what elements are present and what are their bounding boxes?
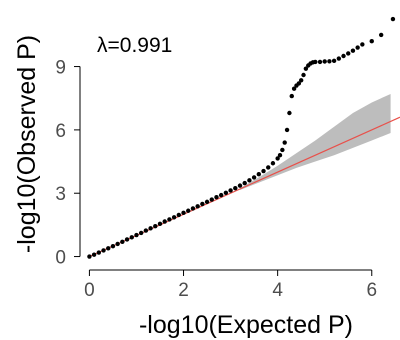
data-point xyxy=(313,59,318,65)
data-point xyxy=(148,226,153,231)
data-point xyxy=(390,16,396,22)
data-point xyxy=(282,140,287,145)
data-point xyxy=(162,219,167,224)
data-point xyxy=(176,212,182,218)
x-tick-label: 4 xyxy=(272,280,283,301)
data-point xyxy=(331,58,337,64)
x-tick-label: 2 xyxy=(178,280,189,301)
lambda-annotation: λ=0.991 xyxy=(97,34,172,57)
data-point xyxy=(303,66,309,71)
data-point xyxy=(296,81,302,86)
data-point xyxy=(115,241,120,247)
data-point xyxy=(317,59,323,65)
data-point xyxy=(280,147,285,153)
data-point xyxy=(96,250,102,255)
data-point xyxy=(247,178,252,183)
y-tick-label: 9 xyxy=(55,58,66,79)
data-point xyxy=(157,221,163,227)
y-tick-label: 6 xyxy=(55,121,66,142)
data-point xyxy=(266,165,271,170)
data-point xyxy=(298,78,304,83)
data-point xyxy=(167,217,172,222)
data-point xyxy=(106,246,111,251)
data-point xyxy=(195,204,200,209)
data-point xyxy=(336,56,342,61)
data-point xyxy=(360,42,365,47)
data-point xyxy=(120,239,125,244)
data-point xyxy=(129,235,134,240)
data-point xyxy=(301,72,306,78)
confidence-band-layer xyxy=(240,94,391,191)
data-point xyxy=(200,201,205,207)
data-point xyxy=(327,59,332,64)
data-point xyxy=(134,232,139,238)
data-point xyxy=(223,190,229,195)
data-point xyxy=(256,172,262,177)
data-point xyxy=(228,188,233,193)
x-tick-label: 6 xyxy=(366,280,377,301)
data-point xyxy=(284,127,290,133)
confidence-band xyxy=(240,94,391,191)
data-point xyxy=(291,86,297,91)
data-point xyxy=(204,199,210,205)
data-point xyxy=(277,153,283,158)
y-axis-title: -log10(Observed P) xyxy=(13,35,41,253)
data-point xyxy=(369,39,374,44)
data-point xyxy=(270,161,276,166)
data-point xyxy=(171,215,177,220)
data-point xyxy=(143,228,149,233)
data-point xyxy=(138,230,144,236)
x-tick-label: 0 xyxy=(84,280,95,301)
data-point xyxy=(124,237,130,242)
x-axis-title: -log10(Expected P) xyxy=(139,311,353,339)
data-point xyxy=(350,48,356,53)
data-point xyxy=(251,175,257,180)
data-point xyxy=(87,254,92,259)
data-point xyxy=(181,210,186,216)
data-point xyxy=(153,223,158,229)
axes-layer: 0 2 4 6 0 3 6 9 xyxy=(55,58,377,301)
data-point xyxy=(233,185,238,191)
data-point xyxy=(101,248,106,253)
data-point xyxy=(355,45,360,50)
data-point xyxy=(110,244,116,249)
data-point xyxy=(378,32,384,38)
data-point xyxy=(287,110,292,116)
data-point xyxy=(91,252,97,257)
data-point xyxy=(261,168,266,174)
data-point xyxy=(289,93,294,99)
data-point xyxy=(186,208,191,213)
data-point xyxy=(242,180,247,186)
data-point xyxy=(218,192,224,198)
y-tick-label: 3 xyxy=(55,184,66,205)
data-point xyxy=(214,195,219,200)
data-point xyxy=(209,197,214,202)
data-point xyxy=(190,206,196,211)
data-point xyxy=(322,59,327,64)
data-point xyxy=(237,183,243,188)
data-point xyxy=(275,156,280,161)
data-point xyxy=(346,51,351,56)
y-tick-label: 0 xyxy=(55,248,66,269)
data-point xyxy=(341,53,346,59)
points-layer xyxy=(87,16,396,259)
